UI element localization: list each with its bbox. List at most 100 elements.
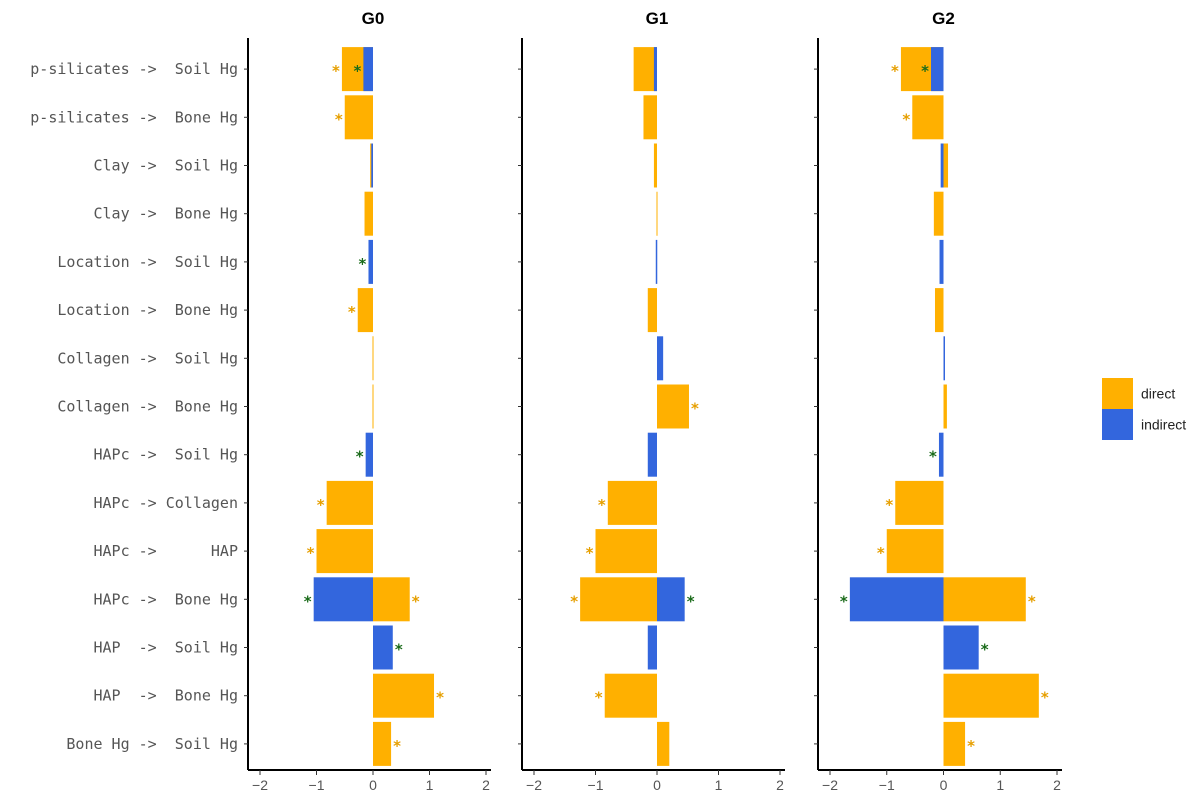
bar-indirect — [943, 625, 979, 670]
significance-star-indirect: * — [356, 448, 364, 466]
bar-direct — [647, 288, 657, 333]
chart-panels: G0 −2 −1 0 1 2 * * * * * * * * * * * * * G1 −2 −1 0 1 2 * * * * * * G2 −… — [244, 9, 1062, 793]
significance-star-direct: * — [877, 544, 885, 562]
significance-star-indirect: * — [304, 592, 312, 610]
bar-indirect — [647, 432, 657, 477]
bar-direct — [607, 480, 657, 525]
x-tick-label: 1 — [715, 777, 723, 793]
bar-indirect — [655, 239, 658, 284]
significance-star-direct: * — [436, 689, 444, 707]
bar-direct — [895, 480, 944, 525]
significance-star-indirect: * — [687, 592, 695, 610]
bar-direct — [657, 384, 689, 429]
x-tick-label: 1 — [426, 777, 434, 793]
bar-direct — [934, 288, 944, 333]
bar-direct — [633, 47, 657, 92]
panel-title: G0 — [362, 9, 385, 28]
bar-direct — [943, 577, 1026, 622]
significance-star-direct: * — [348, 303, 356, 321]
x-tick-label: −1 — [879, 777, 895, 793]
legend: direct indirect — [1102, 378, 1186, 440]
bar-direct — [316, 529, 373, 574]
category-label: Clay -> Soil Hg — [94, 157, 239, 175]
category-label: p-silicates -> Bone Hg — [30, 108, 238, 126]
bar-direct — [373, 577, 410, 622]
bar-direct — [373, 673, 435, 718]
x-tick-label: 2 — [482, 777, 490, 793]
significance-star-direct: * — [412, 592, 420, 610]
legend-label-direct: direct — [1141, 386, 1175, 402]
bar-indirect — [371, 143, 373, 188]
significance-star-direct: * — [598, 496, 606, 514]
category-label: p-silicates -> Soil Hg — [30, 60, 238, 78]
bar-indirect — [368, 239, 373, 284]
x-tick-label: 0 — [653, 777, 661, 793]
panel-g0: G0 −2 −1 0 1 2 * * * * * * * * * * * * * — [244, 9, 491, 793]
x-tick-label: −2 — [822, 777, 838, 793]
significance-star-direct: * — [885, 496, 893, 514]
category-label: Bone Hg -> Soil Hg — [66, 735, 238, 753]
category-label: HAPc -> HAP — [94, 542, 239, 560]
category-label: Location -> Bone Hg — [57, 301, 238, 319]
bar-indirect — [657, 577, 685, 622]
significance-star-direct: * — [586, 544, 594, 562]
bar-direct — [364, 191, 373, 236]
x-tick-label: 0 — [369, 777, 377, 793]
bar-indirect — [373, 625, 393, 670]
bar-direct — [912, 95, 944, 140]
bar-direct — [344, 95, 373, 140]
category-label: HAPc -> Soil Hg — [94, 446, 239, 464]
bar-direct — [595, 529, 657, 574]
bar-direct — [943, 143, 949, 188]
bar-indirect — [938, 432, 944, 477]
significance-star-indirect: * — [395, 641, 403, 659]
category-labels: p-silicates -> Soil Hg p-silicates -> Bon… — [30, 60, 238, 753]
bar-indirect — [939, 239, 944, 284]
legend-swatch-direct — [1102, 378, 1133, 409]
panel-g2: G2 −2 −1 0 1 2 * * * * * * * * * * * — [814, 9, 1062, 793]
bar-direct — [604, 673, 657, 718]
panel-g1: G1 −2 −1 0 1 2 * * * * * * — [518, 9, 785, 793]
significance-star-direct: * — [967, 737, 975, 755]
category-label: Clay -> Bone Hg — [94, 205, 239, 223]
category-label: HAP -> Bone Hg — [94, 687, 239, 705]
legend-swatch-indirect — [1102, 409, 1133, 440]
x-tick-label: −1 — [309, 777, 325, 793]
category-label: HAPc -> Collagen — [94, 494, 239, 512]
significance-star-direct: * — [902, 110, 910, 128]
x-tick-label: 0 — [940, 777, 948, 793]
panel-title: G1 — [646, 9, 669, 28]
bar-direct — [933, 191, 944, 236]
bar-indirect — [313, 577, 373, 622]
bar-indirect — [657, 336, 664, 381]
bar-indirect — [943, 336, 945, 381]
bar-indirect — [940, 143, 944, 188]
x-tick-label: −2 — [526, 777, 542, 793]
x-tick-label: −1 — [588, 777, 604, 793]
significance-star-indirect: * — [921, 62, 929, 80]
category-label: Location -> Soil Hg — [57, 253, 238, 271]
bar-direct — [943, 721, 966, 766]
legend-label-indirect: indirect — [1141, 417, 1186, 433]
significance-star-direct: * — [1028, 592, 1036, 610]
category-label: HAPc -> Bone Hg — [94, 590, 239, 608]
bar-indirect — [849, 577, 944, 622]
bar-direct — [653, 143, 657, 188]
bar-indirect — [653, 47, 657, 92]
significance-star-direct: * — [691, 400, 699, 418]
significance-star-indirect: * — [840, 592, 848, 610]
significance-star-direct: * — [317, 496, 325, 514]
category-label: Collagen -> Bone Hg — [57, 398, 238, 416]
bar-direct — [357, 288, 373, 333]
bar-direct — [373, 721, 392, 766]
significance-star-direct: * — [595, 689, 603, 707]
bar-direct — [657, 721, 670, 766]
category-label: Collagen -> Soil Hg — [57, 349, 238, 367]
significance-star-direct: * — [332, 62, 340, 80]
bar-direct — [326, 480, 373, 525]
significance-star-direct: * — [393, 737, 401, 755]
x-tick-label: 2 — [1053, 777, 1061, 793]
bar-direct — [943, 384, 947, 429]
bar-indirect — [647, 625, 657, 670]
